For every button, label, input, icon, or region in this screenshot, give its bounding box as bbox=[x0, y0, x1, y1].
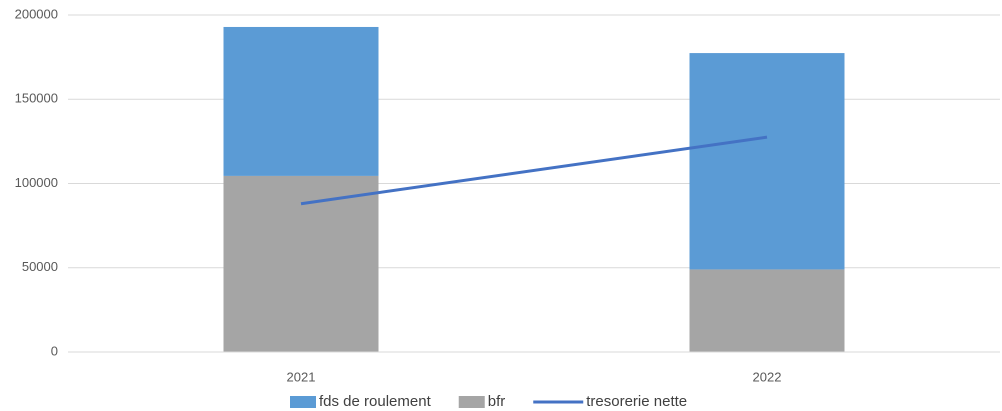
y-tick-label: 50000 bbox=[22, 259, 58, 274]
bar-segment bbox=[223, 175, 379, 352]
legend-label: tresorerie nette bbox=[586, 393, 687, 410]
y-tick-label: 0 bbox=[51, 343, 58, 358]
bar-segment bbox=[223, 26, 379, 176]
line-series bbox=[300, 135, 768, 206]
bar-segment bbox=[689, 269, 845, 352]
legend-swatch bbox=[458, 396, 485, 408]
legend-label: fds de roulement bbox=[319, 393, 432, 410]
legend-swatch bbox=[290, 396, 316, 408]
x-tick-label: 2021 bbox=[287, 369, 316, 384]
y-tick-label: 200000 bbox=[15, 6, 58, 21]
y-tick-label: 100000 bbox=[15, 175, 58, 190]
x-tick-label: 2022 bbox=[753, 369, 782, 384]
y-tick-label: 150000 bbox=[15, 91, 58, 106]
bar-segment bbox=[689, 53, 845, 270]
legend-label: bfr bbox=[488, 393, 506, 410]
